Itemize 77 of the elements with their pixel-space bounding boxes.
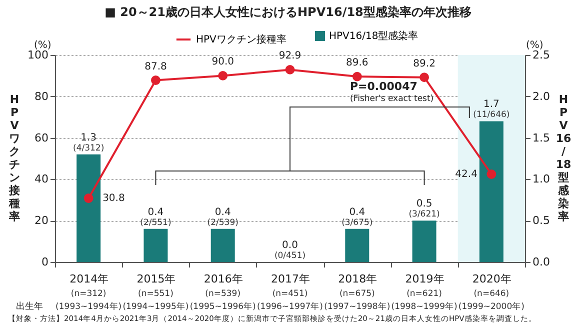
text: (n=675) [339,289,375,299]
text: (%) [526,40,544,51]
bar [412,220,436,262]
annotation: (4/312) [73,143,104,154]
y-tick-label: 20 [34,214,48,228]
legend-label: HPV16/18型感染率 [329,30,418,42]
x-tick-label: 2014年 [70,272,109,286]
y2-tick-label: 0.0 [532,256,550,268]
chart-title: ■ 20～21歳の日本人女性におけるHPV16/18型感染率の年次推移 [104,4,472,21]
text: (1994~1995年) [122,301,189,312]
annotation: (Fisher's exact test) [350,94,434,104]
data-label: 0.4 [349,206,366,218]
text: (1993~1994年) [56,301,122,312]
data-label: 0.4 [148,206,164,218]
data-label: 30.8 [102,193,125,204]
text: (n=646) [474,289,510,299]
data-label: 90.0 [212,56,234,68]
text: 出生年 [16,300,43,313]
x-tick-label: 2016年 [204,272,243,286]
y2-tick-label: 0.5 [532,214,550,228]
text: HPV16/18型感染率 [556,93,572,223]
text: (1996~1997年) [256,301,324,312]
x-tick-label: 2015年 [136,272,176,286]
text: (1995~1996年) [190,301,256,312]
text: HPVワクチン接種率 [9,93,20,223]
y-tick-label: 80 [34,90,48,103]
data-label: 1.7 [483,99,500,110]
y-tick-label: 100 [28,48,48,62]
point [420,72,429,82]
data-label: 42.4 [455,169,478,180]
point [486,170,496,179]
legend-label: HPVワクチン接種率 [196,34,286,46]
data-label: 0.5 [416,198,432,210]
text: (n=539) [205,289,241,299]
data-label: 92.9 [278,50,302,62]
data-label: 0.0 [282,240,298,251]
data-label: 89.6 [346,58,368,69]
annotation: (0/451) [274,251,306,261]
text: (n=551) [138,289,174,299]
annotation: (11/646) [473,110,510,120]
x-tick-label: 2020年 [472,272,512,286]
data-label: 0.4 [214,206,231,218]
x-tick-label: 2018年 [338,272,378,286]
text: (%) [34,40,52,51]
x-tick-label: 2017年 [271,272,310,286]
y2-tick-label: 1.0 [532,172,550,186]
annotation: (3/621) [408,210,440,220]
y2-tick-label: 2.5 [532,48,550,62]
data-label: 89.2 [413,58,436,70]
annotation: (2/551) [140,218,172,228]
text: (1999~2000年) [458,301,524,312]
y-tick-label: 40 [34,172,48,186]
annotation: P=0.00047 [350,80,418,93]
text: (n=621) [406,289,442,299]
y2-tick-label: 2.0 [532,90,550,103]
x-tick-label: 2019年 [405,272,444,286]
bar [76,154,101,262]
data-label: 87.8 [144,61,167,72]
bar [210,228,235,262]
annotation: (2/539) [207,218,238,228]
bar [144,228,168,262]
point [285,64,295,74]
text: (n=451) [272,289,308,299]
bar [345,228,370,262]
point [218,71,228,80]
y2-tick-label: 1.5 [532,131,550,144]
y-tick-label: 60 [34,131,48,144]
y-tick-label: 0 [42,256,48,268]
bar [479,121,504,262]
point [151,76,160,85]
annotation: (3/675) [342,218,373,228]
text: (n=312) [70,289,106,299]
point [84,194,94,203]
point [352,72,362,82]
text: (1998~1999年) [391,301,458,312]
data-label: 1.3 [80,132,97,144]
text: (1997~1998年) [324,301,390,312]
